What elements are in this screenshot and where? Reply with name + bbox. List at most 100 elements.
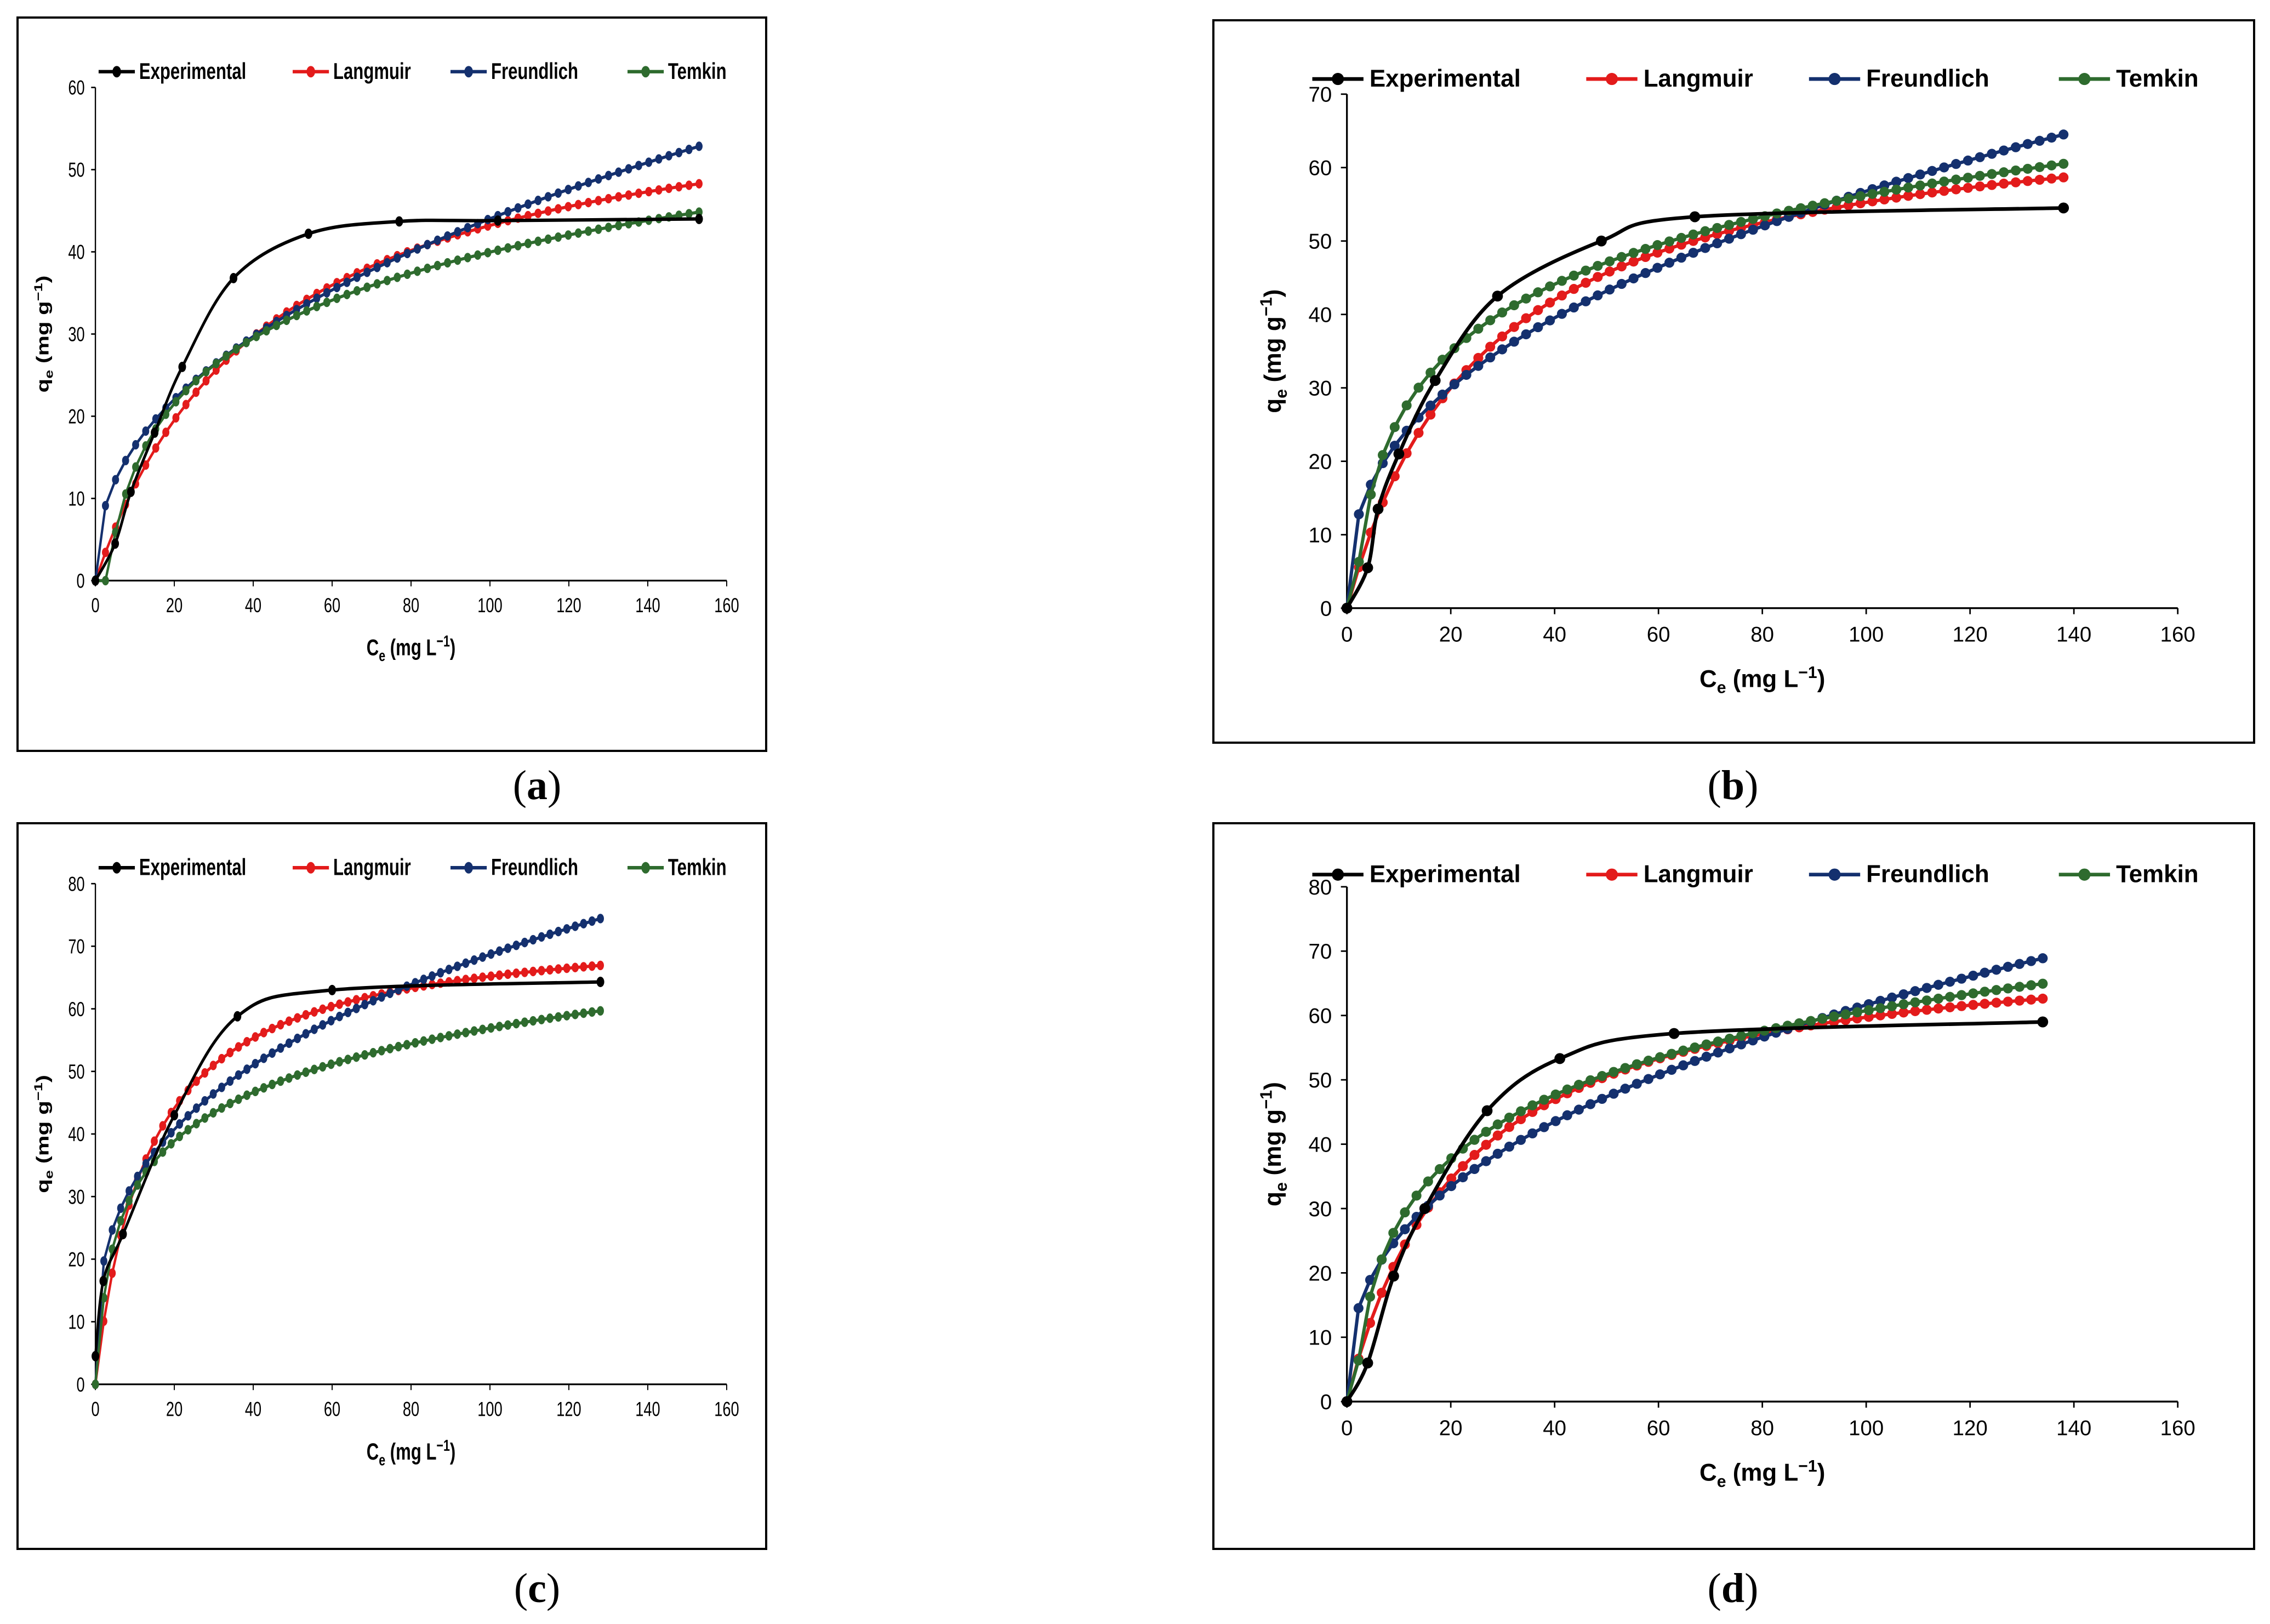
data-point-temkin: [524, 238, 532, 248]
series-line-langmuir: [94, 964, 601, 1385]
chart-panel-d: 0 20 40 60 80 100 120 140 160 0 10 20 30 40 50 60 70 80 Ce…: [1212, 822, 2255, 1550]
legend-label: Experimental: [139, 58, 246, 84]
data-point-temkin: [1562, 1084, 1572, 1095]
series-experimental: [1341, 202, 2069, 614]
data-point-experimental: [230, 273, 238, 283]
data-point-temkin: [1573, 1080, 1584, 1090]
data-point-langmuir: [595, 196, 602, 206]
data-point-freundlich: [1915, 169, 1925, 180]
data-point-langmuir: [1485, 341, 1496, 352]
y-tick-label: 0: [76, 570, 84, 592]
data-point-langmuir: [462, 975, 470, 984]
data-point-freundlich: [564, 185, 572, 195]
data-point-freundlich: [201, 1096, 209, 1106]
data-point-temkin: [201, 1113, 209, 1123]
data-point-langmuir: [1968, 1000, 1978, 1010]
data-point-langmuir: [1413, 428, 1424, 438]
data-point-temkin: [484, 248, 492, 258]
data-point-langmuir: [2014, 995, 2025, 1006]
series-temkin: [92, 1006, 604, 1389]
data-point-freundlich: [2058, 129, 2069, 140]
data-point-temkin: [1968, 988, 1978, 999]
data-point-temkin: [1628, 248, 1639, 258]
data-point-temkin: [1609, 1067, 1619, 1077]
x-tick-label: 160: [2160, 1416, 2195, 1440]
data-point-freundlich: [1748, 225, 1758, 235]
y-tick-label: 30: [68, 1186, 84, 1208]
data-point-experimental: [328, 984, 336, 995]
data-point-experimental: [1372, 503, 1384, 515]
data-point-temkin: [243, 1090, 250, 1100]
data-point-langmuir: [504, 969, 512, 979]
data-point-temkin: [534, 236, 542, 246]
data-point-temkin: [572, 1010, 579, 1019]
data-point-temkin: [1980, 987, 1990, 997]
x-tick-label: 60: [1647, 1416, 1670, 1440]
data-point-freundlich: [1987, 149, 1997, 159]
data-point-langmuir: [319, 1004, 327, 1015]
data-point-freundlich: [555, 926, 562, 937]
data-point-temkin: [1473, 323, 1484, 334]
data-point-temkin: [685, 209, 693, 219]
y-tick-label: 60: [1308, 1004, 1332, 1028]
data-point-freundlich: [302, 1029, 310, 1039]
data-point-langmuir: [585, 197, 592, 208]
y-tick-label: 80: [1308, 876, 1332, 899]
data-point-temkin: [1481, 1126, 1491, 1137]
data-point-temkin: [384, 276, 391, 286]
data-point-freundlich: [546, 929, 554, 939]
data-point-freundlich: [1951, 159, 1961, 169]
data-point-experimental: [596, 976, 604, 988]
y-tick-label: 10: [1308, 1326, 1332, 1350]
data-point-freundlich: [1760, 220, 1770, 231]
series-line-experimental: [1345, 1020, 2043, 1403]
data-point-temkin: [625, 219, 632, 229]
data-point-langmuir: [1887, 1008, 1897, 1019]
data-point-langmuir: [1963, 183, 1973, 193]
data-point-freundlich: [563, 924, 571, 934]
chart-svg-a: 0 20 40 60 80 100 120 140 160 0 10 20 30 40 50 60 Ce (mg…: [32, 58, 739, 665]
data-point-freundlich: [2046, 132, 2057, 143]
data-point-temkin: [1516, 1106, 1526, 1116]
data-point-langmuir: [1879, 194, 1890, 205]
data-point-freundlich: [428, 971, 436, 981]
legend-label: Experimental: [1370, 65, 1521, 92]
data-point-langmuir: [1446, 1173, 1457, 1184]
x-axis-title: Ce (mg L−1): [367, 633, 456, 665]
data-point-freundlich: [615, 167, 623, 177]
series-temkin: [92, 207, 703, 585]
data-point-temkin: [2058, 158, 2069, 169]
data-point-temkin: [1688, 229, 1698, 240]
data-point-temkin: [1545, 281, 1555, 292]
data-point-freundlich: [393, 253, 401, 263]
data-point-freundlich: [529, 934, 537, 945]
data-point-freundlich: [1585, 1099, 1596, 1109]
data-point-temkin: [1620, 1063, 1630, 1073]
data-point-temkin: [504, 243, 512, 253]
data-point-freundlich: [695, 141, 703, 151]
data-point-langmuir: [2046, 173, 2057, 184]
data-point-temkin: [1504, 1112, 1514, 1123]
data-point-temkin: [1485, 315, 1496, 326]
data-point-temkin: [454, 1029, 461, 1039]
data-point-temkin: [269, 1079, 276, 1090]
data-point-experimental: [494, 215, 502, 226]
data-point-freundlich: [1400, 1224, 1410, 1234]
data-point-langmuir: [1843, 200, 1854, 210]
data-point-freundlich: [1504, 1141, 1514, 1152]
data-point-experimental: [1492, 290, 1503, 302]
x-tick-label: 40: [1543, 1416, 1566, 1440]
data-point-temkin: [1903, 183, 1913, 193]
x-tick-label: 100: [477, 594, 502, 617]
series-experimental: [92, 976, 604, 1361]
data-point-langmuir: [563, 963, 571, 973]
legend-label: Freundlich: [1866, 65, 1989, 92]
data-point-freundlich: [100, 1256, 107, 1266]
data-point-temkin: [302, 1067, 310, 1077]
data-point-langmuir: [665, 184, 672, 193]
legend-label: Langmuir: [1644, 861, 1753, 887]
data-point-langmuir: [352, 995, 360, 1005]
data-point-freundlich: [1910, 986, 1920, 996]
data-point-freundlich: [464, 223, 471, 233]
data-point-temkin: [412, 1038, 419, 1048]
